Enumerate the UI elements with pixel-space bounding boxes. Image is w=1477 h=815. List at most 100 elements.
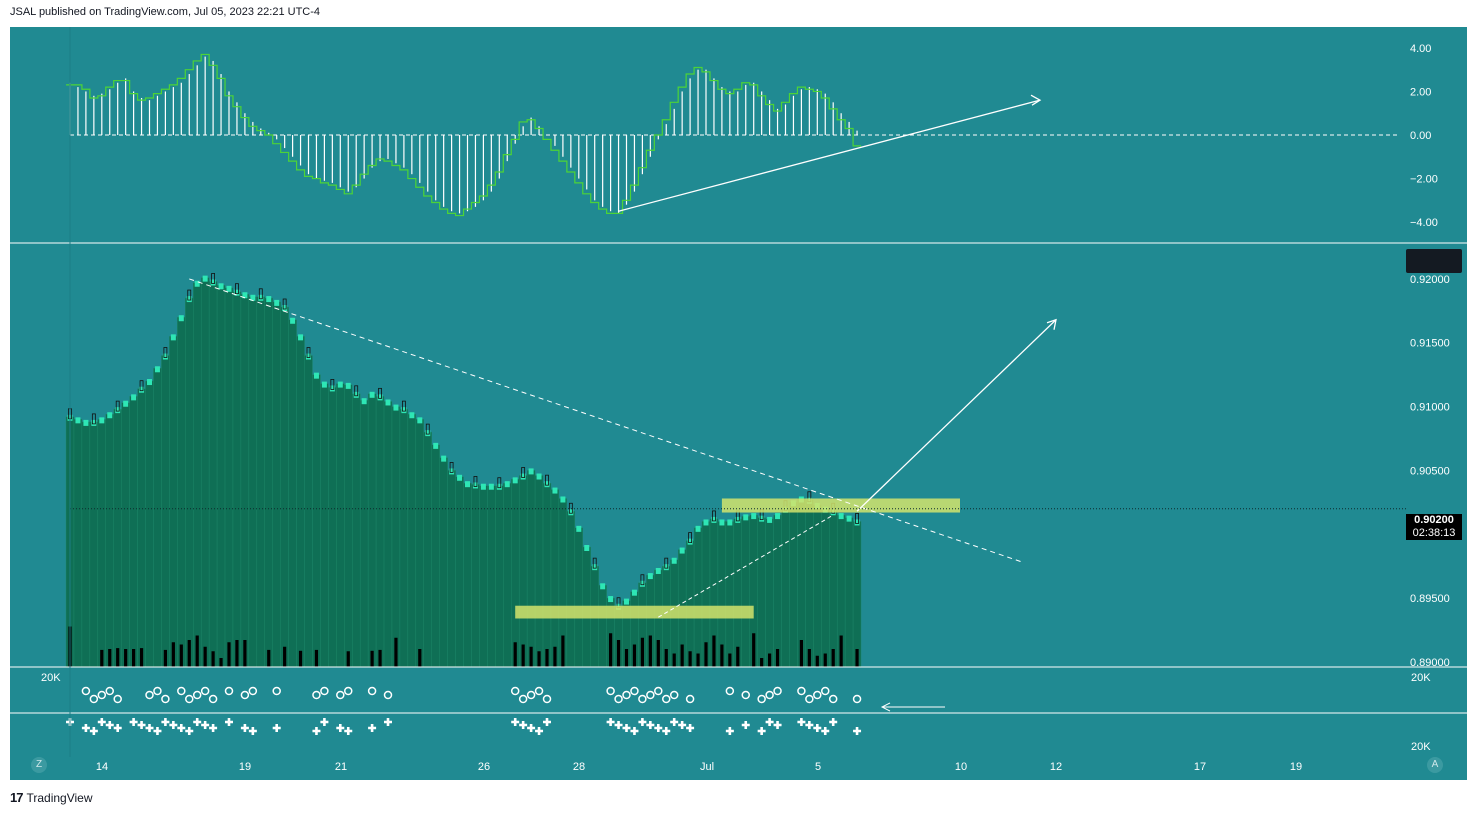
timezone-button[interactable]: Z (31, 757, 47, 773)
volume-bar (394, 637, 398, 667)
time-tick-label: 21 (335, 761, 347, 773)
marker-circle (534, 686, 544, 696)
chart-area[interactable]: 4.00 2.00 0.00 −2.00 −4.00 0.92000 0.91500 0.9… (10, 27, 1467, 780)
price-step (353, 391, 359, 398)
price-tick-label: 0.89000 (1410, 657, 1450, 669)
marker-cross (113, 724, 122, 732)
price-fill-bar (137, 388, 146, 668)
marker-circle (725, 686, 735, 696)
price-step (123, 400, 129, 407)
osc-tick-label: 4.00 (1410, 43, 1431, 55)
volume-bar (235, 640, 239, 667)
marker-cross (654, 724, 663, 732)
price-step (115, 407, 121, 414)
marker-cross (821, 727, 830, 735)
price-fill-bar (248, 296, 258, 668)
price-step (584, 545, 590, 551)
osc-tick-label: −2.00 (1410, 174, 1438, 186)
auto-scale-button[interactable]: A (1427, 757, 1443, 773)
price-step (290, 317, 296, 324)
marker-circle (685, 694, 695, 704)
marker-cross (344, 727, 353, 735)
marker-cross (137, 721, 146, 729)
osc-tick-label: 0.00 (1410, 130, 1431, 142)
price-step (608, 596, 614, 603)
marker-cross (535, 727, 544, 735)
price-step (218, 283, 224, 290)
price-step (250, 294, 256, 301)
price-step (655, 567, 661, 574)
candle (235, 283, 239, 295)
price-fill-bar (439, 457, 448, 668)
footer-brand[interactable]: 17 TradingView (10, 790, 93, 805)
marker-cross (248, 727, 257, 735)
price-fill-bar (200, 277, 210, 668)
candle (497, 477, 502, 489)
candle (545, 474, 549, 486)
price-step (186, 296, 192, 303)
marker-circle (312, 690, 321, 700)
marker-cross (527, 724, 536, 732)
marker-cross (145, 724, 154, 732)
marker-cross (662, 727, 671, 735)
marker-circle (622, 690, 631, 700)
marker-circle (81, 686, 91, 696)
volume-bar (632, 644, 637, 667)
marker-circle (526, 690, 536, 700)
tradingview-logo-icon: 17 (10, 790, 24, 805)
marker-circle (367, 686, 377, 696)
volume-bar (370, 650, 374, 667)
price-fill-bar (296, 336, 305, 668)
price-fill-bar (852, 521, 862, 668)
marker-circle (192, 690, 202, 700)
price-step (465, 481, 470, 488)
marker-circle (518, 694, 528, 704)
candle (378, 387, 382, 399)
price-fill-bar (503, 482, 512, 668)
volume-bar (752, 633, 756, 667)
price-step (536, 473, 542, 480)
chart-svg[interactable]: 4.002.000.00−2.00−4.00 0.920000.915000.9… (10, 27, 1467, 780)
volume-bar (513, 642, 517, 667)
candle (521, 467, 526, 478)
candle (449, 462, 454, 473)
price-fill-bar (407, 414, 417, 668)
price-tick-label: 0.91500 (1410, 338, 1450, 350)
volume-bar (640, 637, 644, 667)
price-step (735, 516, 741, 523)
price-step (854, 519, 860, 526)
price-fill-bar (391, 406, 401, 668)
price-fill-bar (487, 485, 496, 668)
price-fill-bar (383, 401, 393, 668)
signal-line (66, 53, 862, 217)
price-step (552, 487, 558, 494)
candle (163, 347, 168, 358)
marker-circle (185, 694, 194, 704)
volume-bar (116, 648, 120, 667)
marker-circle (161, 694, 170, 704)
marker-cross (240, 724, 249, 732)
marker-circle (542, 694, 552, 704)
candle (688, 532, 692, 544)
price-fill-bar (685, 540, 695, 668)
support-zone (515, 605, 754, 619)
price-fill-bar (829, 511, 838, 668)
marker-cross (81, 724, 90, 732)
volume-bar (545, 649, 549, 667)
time-tick-label: 17 (1194, 761, 1206, 773)
price-step (679, 547, 685, 554)
marker-circle (797, 686, 806, 696)
candle (139, 380, 144, 392)
price-fill-bar (431, 444, 440, 668)
time-tick-label: 19 (239, 761, 251, 773)
volume-bar (124, 649, 128, 667)
price-step (369, 391, 375, 398)
price-step (321, 381, 327, 388)
price-step (560, 496, 566, 503)
candle (354, 385, 359, 397)
marker-cross (670, 718, 679, 726)
price-step (154, 366, 160, 373)
marker-cross (813, 724, 822, 732)
marker-cross (272, 724, 281, 732)
marker-cross (511, 718, 520, 726)
